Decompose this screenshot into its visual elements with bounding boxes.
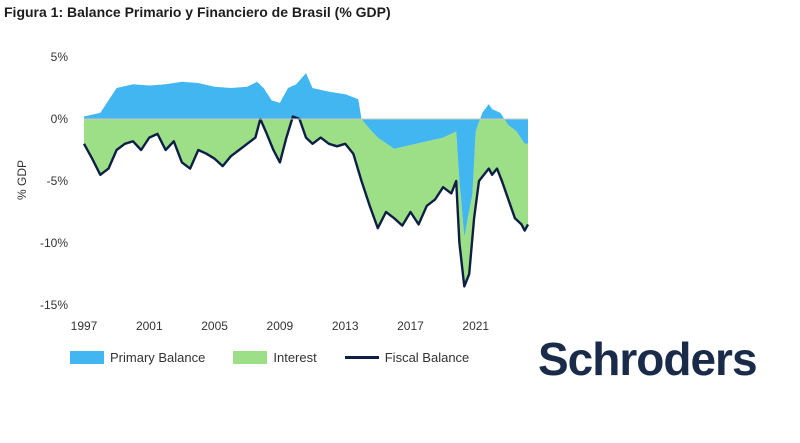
primary-balance-area <box>84 73 528 237</box>
schroders-logo: Schroders <box>538 333 758 385</box>
y-tick-label: -10% <box>40 236 68 250</box>
x-tick-label: 2021 <box>462 319 489 333</box>
x-tick-label: 2009 <box>267 319 294 333</box>
legend-swatch-fiscal-balance <box>344 356 379 359</box>
chart-title: Figura 1: Balance Primario y Financiero … <box>4 4 391 20</box>
y-tick-label: -15% <box>40 298 68 312</box>
x-tick-label: 2005 <box>201 319 228 333</box>
legend-label-primary-balance: Primary Balance <box>110 350 206 365</box>
legend-item-primary-balance: Primary Balance <box>70 350 205 365</box>
legend-swatch-interest <box>233 351 268 364</box>
y-axis-label: % GDP <box>15 160 29 200</box>
legend-swatch-primary-balance <box>70 351 104 364</box>
legend-item-fiscal-balance: Fiscal Balance <box>344 350 470 365</box>
legend: Primary Balance Interest Fiscal Balance <box>70 350 497 365</box>
legend-label-fiscal-balance: Fiscal Balance <box>384 350 470 365</box>
legend-item-interest: Interest <box>233 350 317 365</box>
legend-label-interest: Interest <box>273 350 317 365</box>
x-tick-label: 2001 <box>136 319 163 333</box>
x-tick-label: 2017 <box>397 319 424 333</box>
y-tick-label: 5% <box>51 50 69 64</box>
x-tick-label: 2013 <box>332 319 359 333</box>
y-tick-label: -5% <box>47 174 69 188</box>
x-tick-label: 1997 <box>71 319 98 333</box>
y-tick-label: 0% <box>51 112 69 126</box>
fiscal-balance-line <box>82 115 530 288</box>
interest-area <box>84 116 528 287</box>
